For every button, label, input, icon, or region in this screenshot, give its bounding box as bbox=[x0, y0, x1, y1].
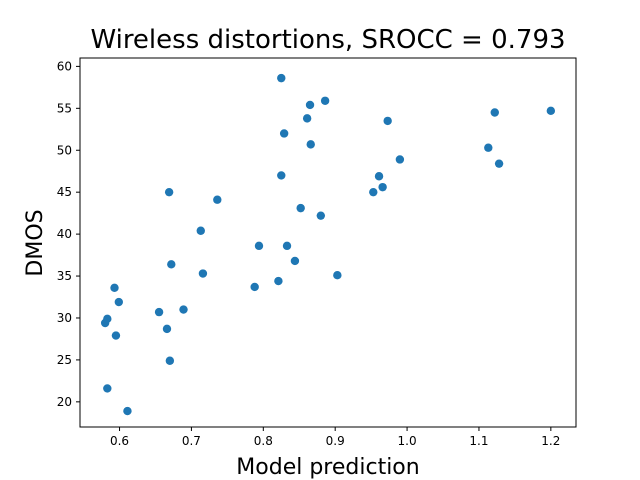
data-point bbox=[254, 241, 264, 251]
data-point bbox=[103, 384, 112, 393]
data-point bbox=[546, 106, 556, 116]
x-tick-label: 0.8 bbox=[254, 434, 273, 448]
data-point bbox=[123, 406, 132, 416]
data-point bbox=[490, 108, 499, 117]
y-tick-label: 40 bbox=[57, 227, 72, 241]
data-point bbox=[279, 129, 289, 138]
data-point bbox=[484, 143, 493, 152]
data-point bbox=[290, 256, 300, 266]
x-tick-label: 1.2 bbox=[541, 434, 560, 448]
data-point bbox=[110, 283, 119, 292]
x-axis-label: Model prediction bbox=[236, 455, 419, 480]
data-point bbox=[162, 324, 172, 334]
data-point bbox=[213, 195, 222, 204]
data-point bbox=[374, 172, 384, 181]
y-tick-label: 20 bbox=[57, 395, 72, 409]
data-point bbox=[316, 211, 326, 220]
data-point bbox=[306, 140, 315, 149]
y-tick-label: 25 bbox=[57, 353, 72, 367]
y-tick-label: 60 bbox=[57, 59, 72, 73]
data-point bbox=[494, 159, 504, 168]
data-point bbox=[383, 116, 392, 126]
data-point bbox=[333, 271, 342, 280]
x-tick-label: 1.0 bbox=[398, 434, 417, 448]
x-tick-label: 1.1 bbox=[469, 434, 488, 448]
data-point bbox=[277, 171, 286, 180]
data-point bbox=[165, 356, 175, 365]
chart-title: Wireless distortions, SROCC = 0.793 bbox=[90, 25, 565, 55]
y-tick-label: 35 bbox=[57, 269, 72, 283]
x-tick-label: 0.9 bbox=[326, 434, 345, 448]
y-tick-label: 30 bbox=[57, 311, 72, 325]
plot-frame bbox=[79, 57, 577, 428]
data-point bbox=[277, 73, 286, 83]
data-point bbox=[369, 187, 378, 197]
x-tick-label: 0.7 bbox=[182, 434, 201, 448]
data-point bbox=[282, 241, 292, 251]
y-axis-label: DMOS bbox=[23, 209, 48, 276]
data-point bbox=[320, 96, 330, 105]
y-axis: 20 25 30 35 40 45 50 55 60 bbox=[57, 59, 80, 409]
plot-area bbox=[100, 73, 556, 416]
data-point bbox=[198, 269, 208, 278]
data-point bbox=[196, 226, 205, 235]
y-tick-label: 45 bbox=[57, 185, 72, 199]
data-point bbox=[250, 282, 259, 292]
data-point bbox=[164, 187, 174, 197]
x-axis: 0.6 0.7 0.8 0.9 1.0 1.1 1.2 bbox=[110, 427, 560, 448]
data-point bbox=[154, 307, 164, 317]
data-point bbox=[111, 331, 121, 340]
data-point bbox=[167, 260, 176, 269]
data-point bbox=[114, 297, 124, 307]
data-point bbox=[378, 182, 387, 192]
data-point bbox=[296, 203, 305, 213]
y-tick-label: 55 bbox=[57, 101, 72, 115]
data-point bbox=[274, 276, 283, 286]
data-point bbox=[103, 314, 112, 324]
data-point bbox=[395, 155, 405, 164]
x-tick-label: 0.6 bbox=[110, 434, 129, 448]
data-point bbox=[302, 114, 312, 123]
y-tick-label: 50 bbox=[57, 143, 72, 157]
data-point bbox=[305, 100, 315, 110]
data-point bbox=[179, 305, 188, 314]
